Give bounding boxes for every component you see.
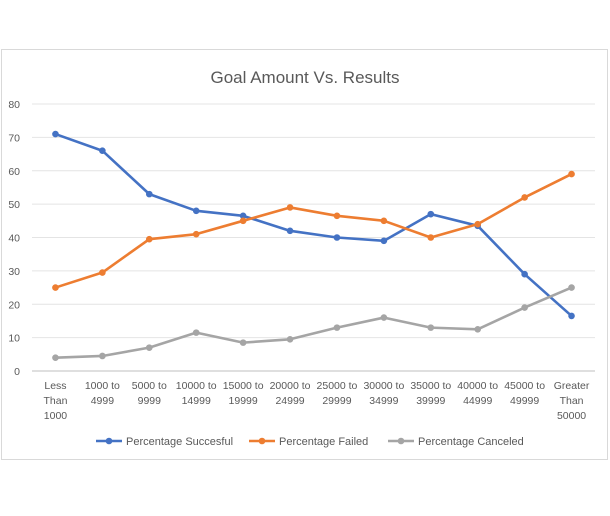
data-point (568, 312, 575, 320)
data-point (239, 212, 247, 220)
y-tick-label: 50 (8, 199, 20, 211)
data-point (427, 324, 435, 331)
data-point (145, 344, 153, 351)
data-point (286, 335, 294, 343)
data-point (52, 130, 59, 138)
chart-title: Goal Amount Vs. Results (211, 68, 400, 87)
data-point (99, 147, 106, 155)
y-tick-label: 30 (8, 266, 20, 278)
data-point (380, 217, 388, 225)
x-tick-label: 35000 to 39999 (410, 380, 451, 407)
legend-item: Percentage Succesful (96, 436, 233, 448)
legend-label: Percentage Failed (279, 436, 368, 448)
data-point (52, 284, 59, 291)
data-point (380, 237, 388, 245)
series-line (54, 286, 573, 359)
y-axis-ticks: 0 10 20 30 40 50 60 70 80 (8, 99, 20, 378)
data-point (286, 204, 294, 211)
x-axis-ticks: Less Than 1000 1000 to 4999 5000 to 9999 10000 … (43, 380, 589, 422)
data-point (192, 207, 200, 215)
x-tick-label: 10000 to 14999 (176, 380, 217, 407)
x-tick-label: 30000 to 34999 (363, 380, 404, 407)
data-point (521, 304, 528, 311)
data-point (521, 270, 528, 278)
y-tick-label: 20 (8, 299, 20, 311)
data-point (239, 339, 247, 346)
legend-item: Percentage Failed (249, 436, 368, 448)
legend-swatch-marker (105, 437, 113, 445)
x-tick-label: 40000 to 44999 (457, 380, 498, 407)
legend-label: Percentage Succesful (126, 436, 233, 448)
data-point (286, 227, 294, 235)
y-tick-label: 40 (8, 233, 20, 245)
data-point (333, 234, 341, 241)
data-point (333, 212, 341, 220)
legend-label: Percentage Canceled (418, 436, 524, 448)
data-point (521, 194, 528, 201)
x-tick-label: Less Than 1000 (43, 380, 67, 422)
data-point (192, 329, 200, 336)
data-point (427, 210, 435, 218)
series-lines (52, 130, 575, 361)
x-tick-label: 1000 to 4999 (85, 380, 120, 407)
x-tick-label: 15000 to 19999 (223, 380, 264, 407)
data-point (99, 352, 106, 360)
x-tick-label: 25000 to 29999 (317, 380, 358, 407)
y-tick-label: 0 (14, 366, 20, 378)
series-2 (52, 170, 575, 291)
x-tick-label: 5000 to 9999 (132, 380, 167, 407)
data-point (568, 170, 575, 178)
y-tick-label: 70 (8, 132, 20, 144)
data-point (52, 354, 59, 361)
series-3 (52, 284, 575, 361)
series-line (54, 132, 573, 318)
data-point (568, 284, 575, 291)
y-tick-label: 80 (8, 99, 20, 111)
data-point (380, 314, 388, 321)
x-tick-label: 45000 to 49999 (504, 380, 545, 407)
legend-swatch-marker (258, 437, 266, 445)
data-point (145, 235, 153, 243)
gridlines (32, 103, 595, 372)
y-tick-label: 60 (8, 166, 20, 178)
legend: Percentage Succesful Percentage Failed Per… (96, 436, 524, 448)
legend-item: Percentage Canceled (388, 436, 524, 448)
data-point (474, 220, 482, 228)
data-point (192, 230, 200, 238)
x-tick-label: 20000 to 24999 (270, 380, 311, 407)
data-point (333, 324, 341, 331)
data-point (99, 269, 106, 276)
series-1 (52, 130, 575, 320)
series-line (54, 172, 573, 289)
data-point (145, 190, 153, 198)
data-point (474, 325, 482, 333)
data-point (427, 234, 435, 241)
x-tick-label: Greater Than 50000 (554, 380, 590, 422)
y-tick-label: 10 (8, 333, 20, 345)
legend-swatch-marker (397, 437, 405, 445)
data-point (239, 217, 247, 225)
